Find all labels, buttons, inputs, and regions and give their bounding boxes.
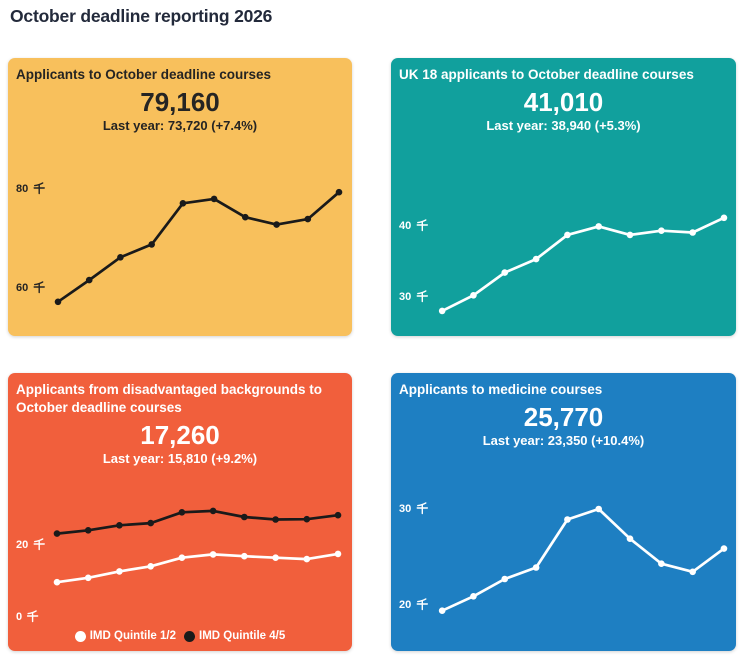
legend-label: IMD Quintile 1/2 bbox=[89, 630, 176, 642]
card-title: Applicants to medicine courses bbox=[399, 382, 603, 397]
legend-dot-icon bbox=[74, 630, 86, 642]
legend-item-imd-quintile-4-5[interactable]: IMD Quintile 4/5 bbox=[184, 630, 285, 642]
headline-value: 79,160 bbox=[140, 86, 220, 117]
chart-legend: IMD Quintile 1/2 IMD Quintile 4/5 bbox=[8, 630, 352, 642]
page-title: October deadline reporting 2026 bbox=[10, 6, 273, 26]
svg-text:80: 80 bbox=[16, 183, 28, 195]
card-title: UK 18 applicants to October deadline cou… bbox=[399, 67, 694, 82]
svg-text:60: 60 bbox=[16, 282, 28, 294]
card-title: Applicants from disadvantaged background… bbox=[16, 382, 323, 415]
card-medicine-applicants[interactable]: Applicants to medicine courses 25,770 La… bbox=[391, 373, 736, 651]
headline-value: 25,770 bbox=[523, 401, 604, 432]
last-year-label: Last year: 23,350 (+10.4%) bbox=[482, 433, 645, 449]
legend-item-imd-quintile-1-2[interactable]: IMD Quintile 1/2 bbox=[74, 630, 176, 642]
legend-label: IMD Quintile 4/5 bbox=[199, 630, 286, 642]
last-year-label: Last year: 73,720 (+7.4%) bbox=[102, 118, 258, 134]
legend-dot-icon bbox=[184, 630, 195, 642]
svg-text:40: 40 bbox=[399, 220, 411, 232]
svg-text:30: 30 bbox=[399, 291, 411, 303]
line-chart[interactable]: 30 40 bbox=[391, 58, 736, 336]
line-chart[interactable]: 60 80 bbox=[8, 58, 352, 336]
svg-text:20: 20 bbox=[399, 599, 411, 611]
headline-value: 41,010 bbox=[523, 86, 604, 117]
svg-text:30: 30 bbox=[399, 503, 411, 515]
card-title: Applicants to October deadline courses bbox=[16, 67, 272, 82]
svg-text:0: 0 bbox=[16, 611, 22, 623]
card-disadvantaged-applicants[interactable]: Applicants from disadvantaged background… bbox=[8, 373, 352, 651]
svg-text:20: 20 bbox=[16, 539, 28, 551]
last-year-label: Last year: 38,940 (+5.3%) bbox=[486, 118, 641, 134]
last-year-label: Last year: 15,810 (+9.2%) bbox=[102, 450, 258, 466]
line-chart[interactable]: 0 20 bbox=[8, 373, 352, 651]
card-october-applicants[interactable]: Applicants to October deadline courses 7… bbox=[8, 58, 352, 336]
card-uk18-applicants[interactable]: UK 18 applicants to October deadline cou… bbox=[391, 58, 736, 336]
headline-value: 17,260 bbox=[140, 419, 220, 450]
